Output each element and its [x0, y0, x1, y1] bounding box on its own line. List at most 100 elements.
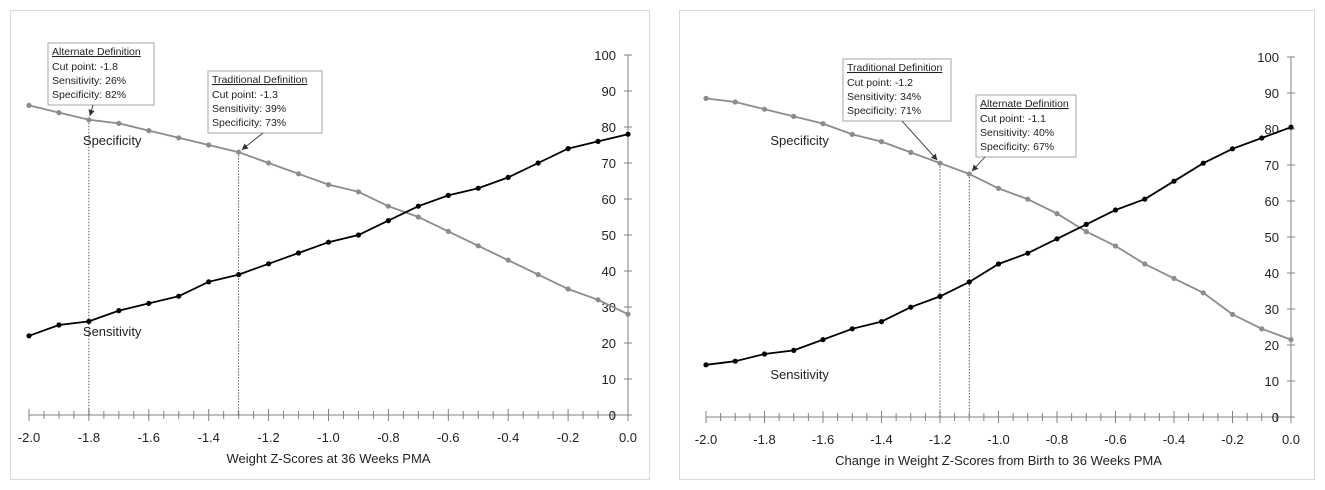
sensitivity-point: [325, 239, 332, 245]
specificity-point: [1288, 337, 1294, 343]
y-tick-label: 0: [609, 408, 616, 423]
series-label-specificity: Specificity: [770, 133, 829, 148]
annotation-line: Cut point: -1.2: [847, 77, 913, 89]
specificity-point: [732, 99, 738, 105]
sensitivity-point: [1112, 207, 1119, 213]
sensitivity-point: [176, 293, 182, 299]
x-tick-label: -0.8: [1046, 432, 1068, 447]
annotation-title: Alternate Definition: [980, 98, 1069, 110]
y-tick-label: 80: [602, 120, 616, 135]
sensitivity-point: [355, 232, 362, 238]
annotation-title: Alternate Definition: [52, 46, 141, 58]
y-tick-label: 40: [602, 264, 616, 279]
specificity-point: [206, 142, 212, 148]
annotation-callout: Alternate Definition Cut point: -1.1 Sensi…: [971, 94, 1077, 172]
sensitivity-point: [1229, 146, 1236, 152]
sensitivity-point: [475, 185, 481, 191]
sensitivity-point: [995, 261, 1002, 267]
specificity-point: [415, 214, 421, 220]
x-tick-label: -1.6: [138, 430, 160, 445]
x-tick-label: -1.2: [929, 432, 951, 447]
annotation-callout: Traditional Definition Cut point: -1.3 Sen…: [207, 70, 323, 151]
specificity-point: [475, 243, 481, 249]
x-tick-label: -0.2: [557, 430, 579, 445]
x-tick-label: -0.2: [1221, 432, 1243, 447]
sensitivity-point: [878, 319, 885, 325]
y-tick-label: 90: [1265, 86, 1279, 101]
specificity-point: [86, 117, 92, 123]
x-tick-label: -1.4: [197, 430, 219, 445]
x-axis-title: Change in Weight Z-Scores from Birth to …: [835, 453, 1162, 468]
sensitivity-point: [86, 318, 92, 324]
sensitivity-point: [445, 192, 451, 198]
sensitivity-point: [1288, 124, 1294, 130]
annotation-line: Sensitivity: 39%: [212, 103, 286, 115]
sensitivity-point: [415, 203, 421, 209]
specificity-point: [703, 95, 709, 101]
annotation-line: Cut point: -1.1: [980, 113, 1046, 125]
sensitivity-point: [625, 131, 631, 137]
sensitivity-point: [116, 308, 122, 314]
y-tick-label: 100: [594, 48, 616, 63]
specificity-point: [505, 257, 511, 263]
series-label-specificity: Specificity: [83, 133, 142, 148]
chart-weight-z-scores: -2.0 -1.8 -1.6 -1.4 -1.2 -1.0 -0.8 -0.6 -0.4 -0.2…: [18, 42, 637, 466]
y-tick-label: 10: [602, 372, 616, 387]
chart-panel-change-in-weight-z-scores: -2.0 -1.8 -1.6 -1.4 -1.2 -1.0 -0.8 -0.6 -0.4 -0.2…: [679, 10, 1315, 480]
annotation-line: Sensitivity: 34%: [847, 91, 921, 103]
x-tick-label: -1.8: [78, 430, 100, 445]
specificity-point: [56, 110, 62, 116]
sensitivity-point: [595, 138, 601, 144]
sensitivity-point: [56, 322, 62, 328]
annotation-line: Specificity: 82%: [52, 89, 126, 101]
sensitivity-point: [703, 362, 709, 368]
annotation-line: Cut point: -1.8: [52, 61, 118, 73]
specificity-point: [325, 182, 332, 188]
sensitivity-point: [1054, 236, 1060, 242]
x-tick-label: -1.4: [870, 432, 892, 447]
sensitivity-point: [295, 250, 302, 256]
x-tick-label: 0.0: [1282, 432, 1300, 447]
y-tick-label: 60: [602, 192, 616, 207]
specificity-point: [1054, 211, 1060, 217]
specificity-point: [595, 297, 601, 303]
x-tick-label: -2.0: [695, 432, 717, 447]
specificity-point: [995, 185, 1002, 191]
annotation-arrowhead: [88, 109, 95, 116]
sensitivity-point: [732, 358, 738, 364]
annotation-callout: Alternate Definition Cut point: -1.8 Sensi…: [47, 42, 155, 117]
sensitivity-point: [266, 261, 272, 267]
specificity-point: [236, 149, 242, 155]
sensitivity-point: [849, 326, 855, 332]
sensitivity-point: [565, 146, 571, 152]
sensitivity-point: [146, 300, 152, 306]
specificity-point: [1229, 311, 1236, 317]
sensitivity-point: [1200, 160, 1206, 166]
annotation-arrowhead: [930, 153, 938, 161]
annotation-box: [207, 70, 323, 134]
y-tick-label: 0: [1272, 410, 1279, 425]
specificity-point: [1142, 261, 1148, 267]
y-tick-label: 30: [1265, 302, 1279, 317]
sensitivity-point: [236, 272, 242, 278]
annotation-line: Specificity: 71%: [847, 105, 921, 117]
sensitivity-point: [761, 351, 768, 357]
x-tick-label: -0.8: [377, 430, 399, 445]
annotation-line: Specificity: 67%: [980, 141, 1054, 153]
specificity-point: [295, 171, 302, 177]
x-tick-label: -0.6: [437, 430, 459, 445]
y-tick-label: 20: [1265, 338, 1279, 353]
annotation-line: Cut point: -1.3: [212, 89, 278, 101]
annotation-box: [975, 94, 1077, 158]
sensitivity-point: [820, 337, 826, 343]
specificity-point: [1083, 229, 1089, 235]
annotation-box: [842, 58, 952, 122]
x-tick-label: -0.6: [1104, 432, 1126, 447]
y-tick-label: 40: [1265, 266, 1279, 281]
sensitivity-point: [937, 293, 943, 299]
sensitivity-point: [505, 174, 511, 180]
x-tick-label: -1.6: [812, 432, 834, 447]
annotation-title: Traditional Definition: [847, 62, 942, 74]
series-label-sensitivity: Sensitivity: [83, 324, 142, 339]
annotation-box: [47, 42, 155, 106]
